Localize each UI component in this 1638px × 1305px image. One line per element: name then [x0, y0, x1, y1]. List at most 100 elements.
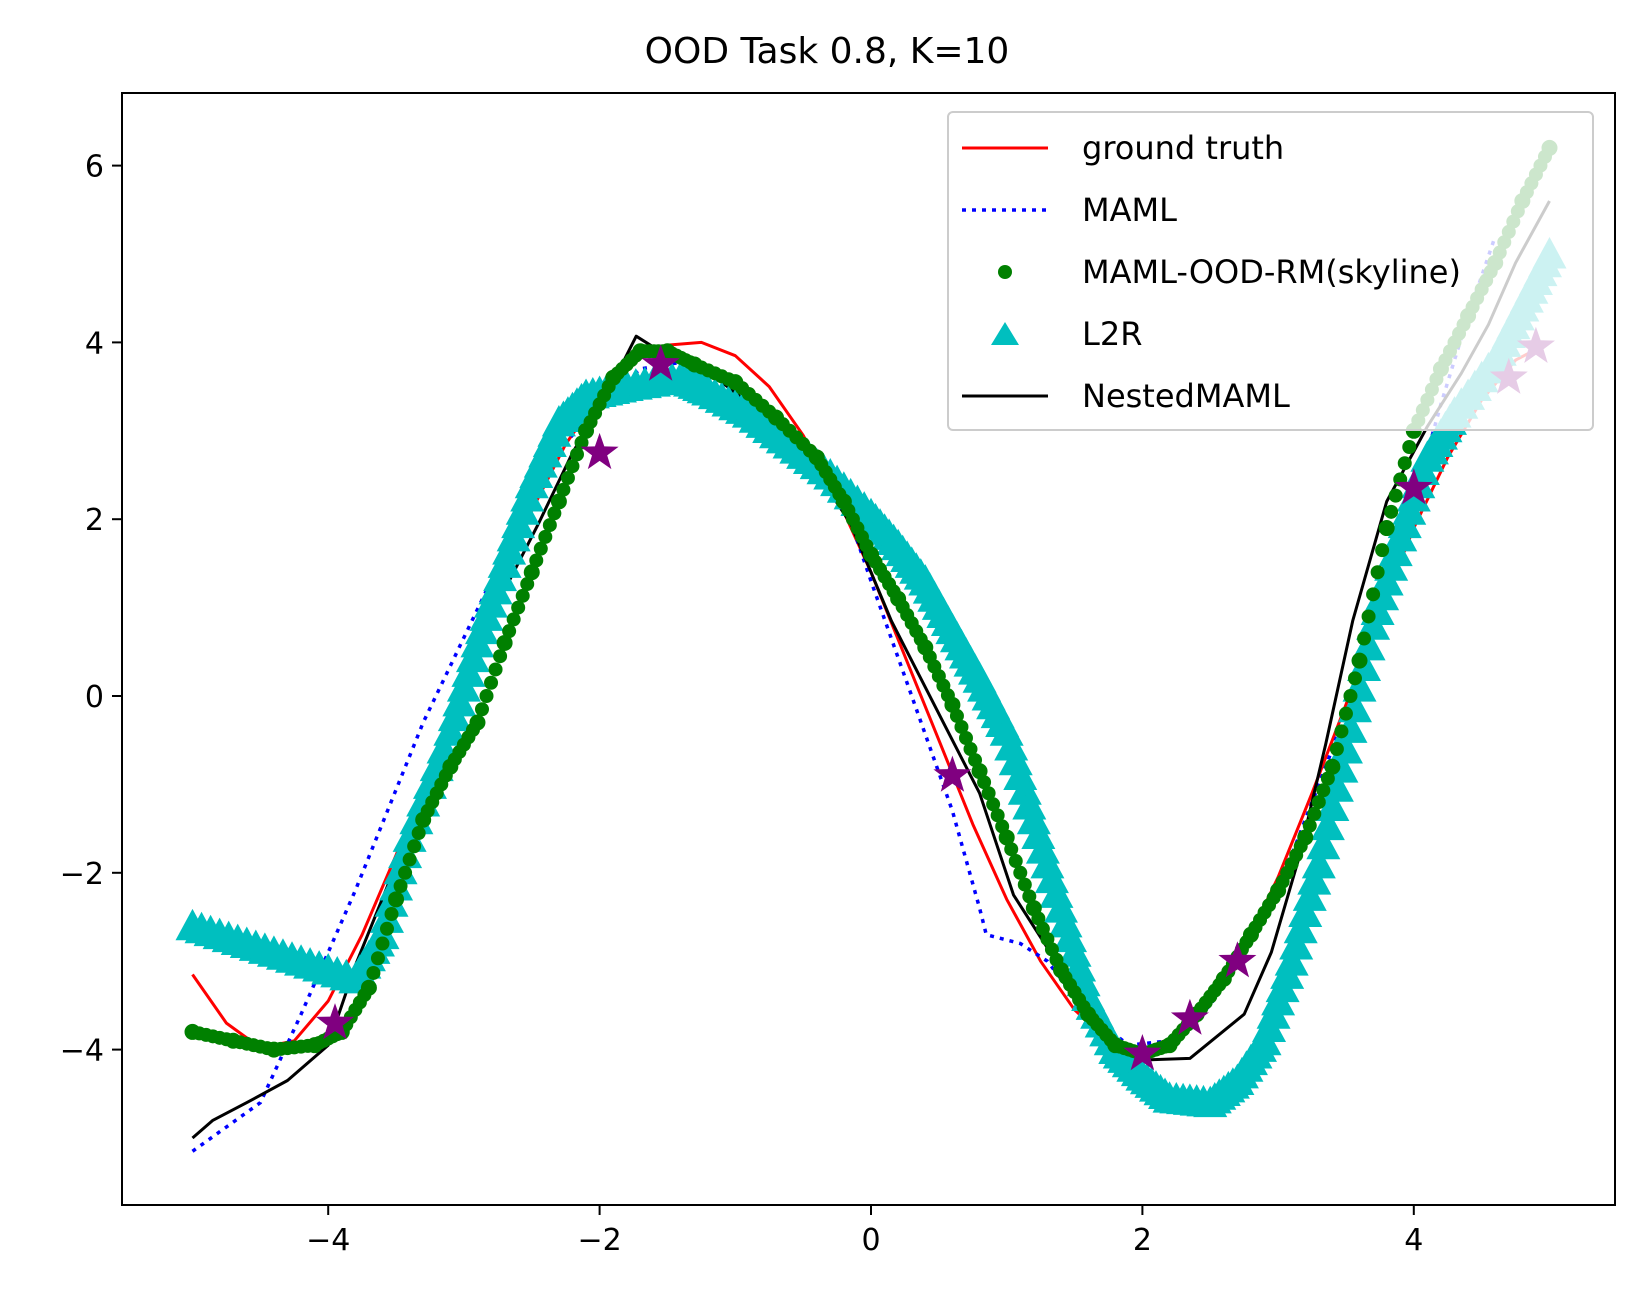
maml-ood-rm-skyline-dot — [407, 839, 422, 854]
maml-ood-rm-skyline-dot — [986, 797, 1001, 812]
maml-ood-rm-skyline-dot — [1017, 877, 1032, 892]
maml-ood-rm-skyline-legend-label: MAML-OOD-RM(skyline) — [1082, 253, 1461, 291]
maml-ood-rm-skyline-dot — [560, 470, 575, 485]
maml-ood-rm-skyline-dot — [370, 951, 385, 966]
maml-ood-rm-skyline-dot — [1352, 653, 1367, 668]
maml-ood-rm-skyline-dot — [524, 565, 539, 580]
maml-ood-rm-skyline-dot — [515, 588, 530, 603]
l2r-marker — [1297, 863, 1332, 895]
chart-title: OOD Task 0.8, K=10 — [645, 31, 1010, 72]
maml-ood-rm-skyline-dot — [556, 482, 571, 497]
maml-ood-rm-skyline-dot — [1347, 671, 1362, 686]
maml-ood-rm-skyline-dot — [1343, 689, 1358, 703]
maml-ood-rm-skyline-dot — [538, 529, 553, 544]
maml-ood-rm-skyline-dot — [547, 506, 562, 521]
maml-ood-rm-skyline-dot — [990, 808, 1005, 823]
l2r-marker — [1274, 944, 1309, 976]
maml-ood-rm-skyline-dot — [1022, 889, 1037, 904]
maml-ood-rm-skyline-dot — [1379, 521, 1394, 536]
sample-star-marker — [580, 432, 619, 470]
maml-ood-rm-skyline-dot — [361, 980, 376, 995]
maml-ood-rm-skyline-dot — [1366, 587, 1381, 602]
maml-ood-rm-skyline-dot — [375, 936, 390, 951]
maml-ood-rm-skyline-dot — [1316, 783, 1331, 798]
l2r-legend-label: L2R — [1082, 315, 1142, 353]
plot-frame — [121, 92, 1616, 1206]
ground-truth-legend-label: ground truth — [1082, 129, 1284, 167]
sample-star-marker — [641, 344, 680, 381]
y-tick-label: −4 — [60, 1034, 104, 1069]
l2r-marker — [1301, 846, 1336, 879]
maml-ood-rm-skyline-dot — [958, 730, 973, 745]
maml-ood-rm-skyline-dot — [502, 624, 517, 639]
maml-ood-rm-skyline-dot — [366, 965, 381, 980]
maml-ood-rm-skyline-dot — [488, 662, 503, 677]
legend-box — [947, 111, 1594, 431]
maml-ood-rm-skyline-dot — [411, 826, 426, 841]
l2r-legend-swatch — [991, 322, 1019, 345]
maml-ood-rm-skyline-dot — [981, 786, 996, 801]
maml-ood-rm-skyline-dot — [551, 494, 566, 509]
maml-ood-rm-skyline-dot — [1388, 488, 1403, 503]
y-tick-label: 6 — [85, 150, 104, 185]
sample-star-marker — [1170, 998, 1209, 1035]
maml-ood-rm-skyline-dot — [479, 689, 494, 703]
maml-ood-rm-skyline-dot — [1370, 565, 1385, 580]
l2r-marker — [1288, 895, 1323, 928]
y-tick-label: 2 — [85, 503, 104, 538]
l2r-marker — [1279, 927, 1314, 960]
maml-ood-rm-skyline-dot — [506, 612, 521, 627]
l2r-marker — [1315, 789, 1350, 821]
maml-ood-rm-skyline-dot — [533, 541, 548, 556]
maml-ood-rm-skyline-dot — [999, 830, 1014, 845]
l2r-marker — [1283, 911, 1318, 944]
maml-ood-rm-skyline-dot — [1307, 806, 1322, 821]
maml-ood-rm-skyline-dot — [474, 702, 489, 717]
maml-ood-rm-skyline-dot — [968, 753, 983, 768]
maml-ood-rm-skyline-dot — [963, 742, 978, 757]
l2r-marker — [1306, 827, 1341, 860]
maml-ood-rm-skyline-dot — [1013, 865, 1028, 880]
maml-ood-rm-skyline-dot — [1397, 456, 1412, 471]
maml-ood-rm-skyline-dot — [1320, 771, 1335, 786]
maml-ood-rm-skyline-dot — [520, 577, 535, 592]
sample-star-marker — [1123, 1034, 1162, 1071]
maml-ood-rm-skyline-dot — [977, 775, 992, 790]
x-tick-label: 4 — [1404, 1223, 1423, 1258]
sample-star-marker — [1394, 468, 1433, 505]
maml-ood-rm-skyline-dot — [1361, 609, 1376, 624]
maml-ood-rm-skyline-dot — [1298, 830, 1313, 845]
maml-ood-rm-skyline-dot — [511, 600, 526, 615]
nestedmaml-legend-label: NestedMAML — [1082, 377, 1290, 415]
maml-ood-rm-skyline-dot — [529, 553, 544, 568]
sample-star-marker — [933, 755, 972, 792]
sample-star-marker — [316, 1003, 354, 1040]
maml-ood-rm-skyline-dot — [1375, 543, 1390, 558]
maml-ood-rm-skyline-dot — [389, 892, 404, 907]
maml-ood-rm-skyline-dot — [1402, 440, 1417, 455]
y-tick-label: −2 — [60, 857, 104, 892]
x-axis: −4 −2 0 2 4 — [306, 1205, 1423, 1258]
maml-ood-rm-skyline-dot — [484, 675, 499, 690]
maml-ood-rm-skyline-dot — [1302, 818, 1317, 833]
maml-ood-rm-skyline-dot — [1338, 706, 1353, 721]
maml-ood-rm-skyline-dot — [972, 764, 987, 779]
maml-ood-rm-skyline-dot — [1357, 631, 1372, 646]
legend: ground truth MAML MAML-OOD-RM(skyline) L2R N… — [947, 111, 1594, 431]
maml-ood-rm-skyline-dot — [493, 649, 508, 664]
maml-ood-rm-skyline-dot — [995, 819, 1010, 834]
l2r-marker — [1292, 879, 1327, 911]
x-tick-label: −2 — [577, 1223, 621, 1258]
maml-ood-rm-skyline-dot — [1329, 742, 1344, 757]
l2r-marker — [1310, 808, 1345, 841]
maml-ood-rm-skyline-legend-swatch — [998, 265, 1012, 279]
maml-ood-rm-skyline-dot — [398, 865, 413, 880]
maml-ood-rm-skyline-dot — [569, 447, 584, 462]
y-axis: −4 −2 0 2 4 6 — [60, 150, 122, 1069]
maml-ood-rm-skyline-dot — [380, 921, 395, 936]
maml-ood-rm-skyline-dot — [949, 708, 964, 723]
maml-ood-rm-skyline-dot — [542, 518, 557, 533]
y-tick-label: 4 — [85, 326, 104, 361]
l2r-marker — [1351, 628, 1386, 661]
